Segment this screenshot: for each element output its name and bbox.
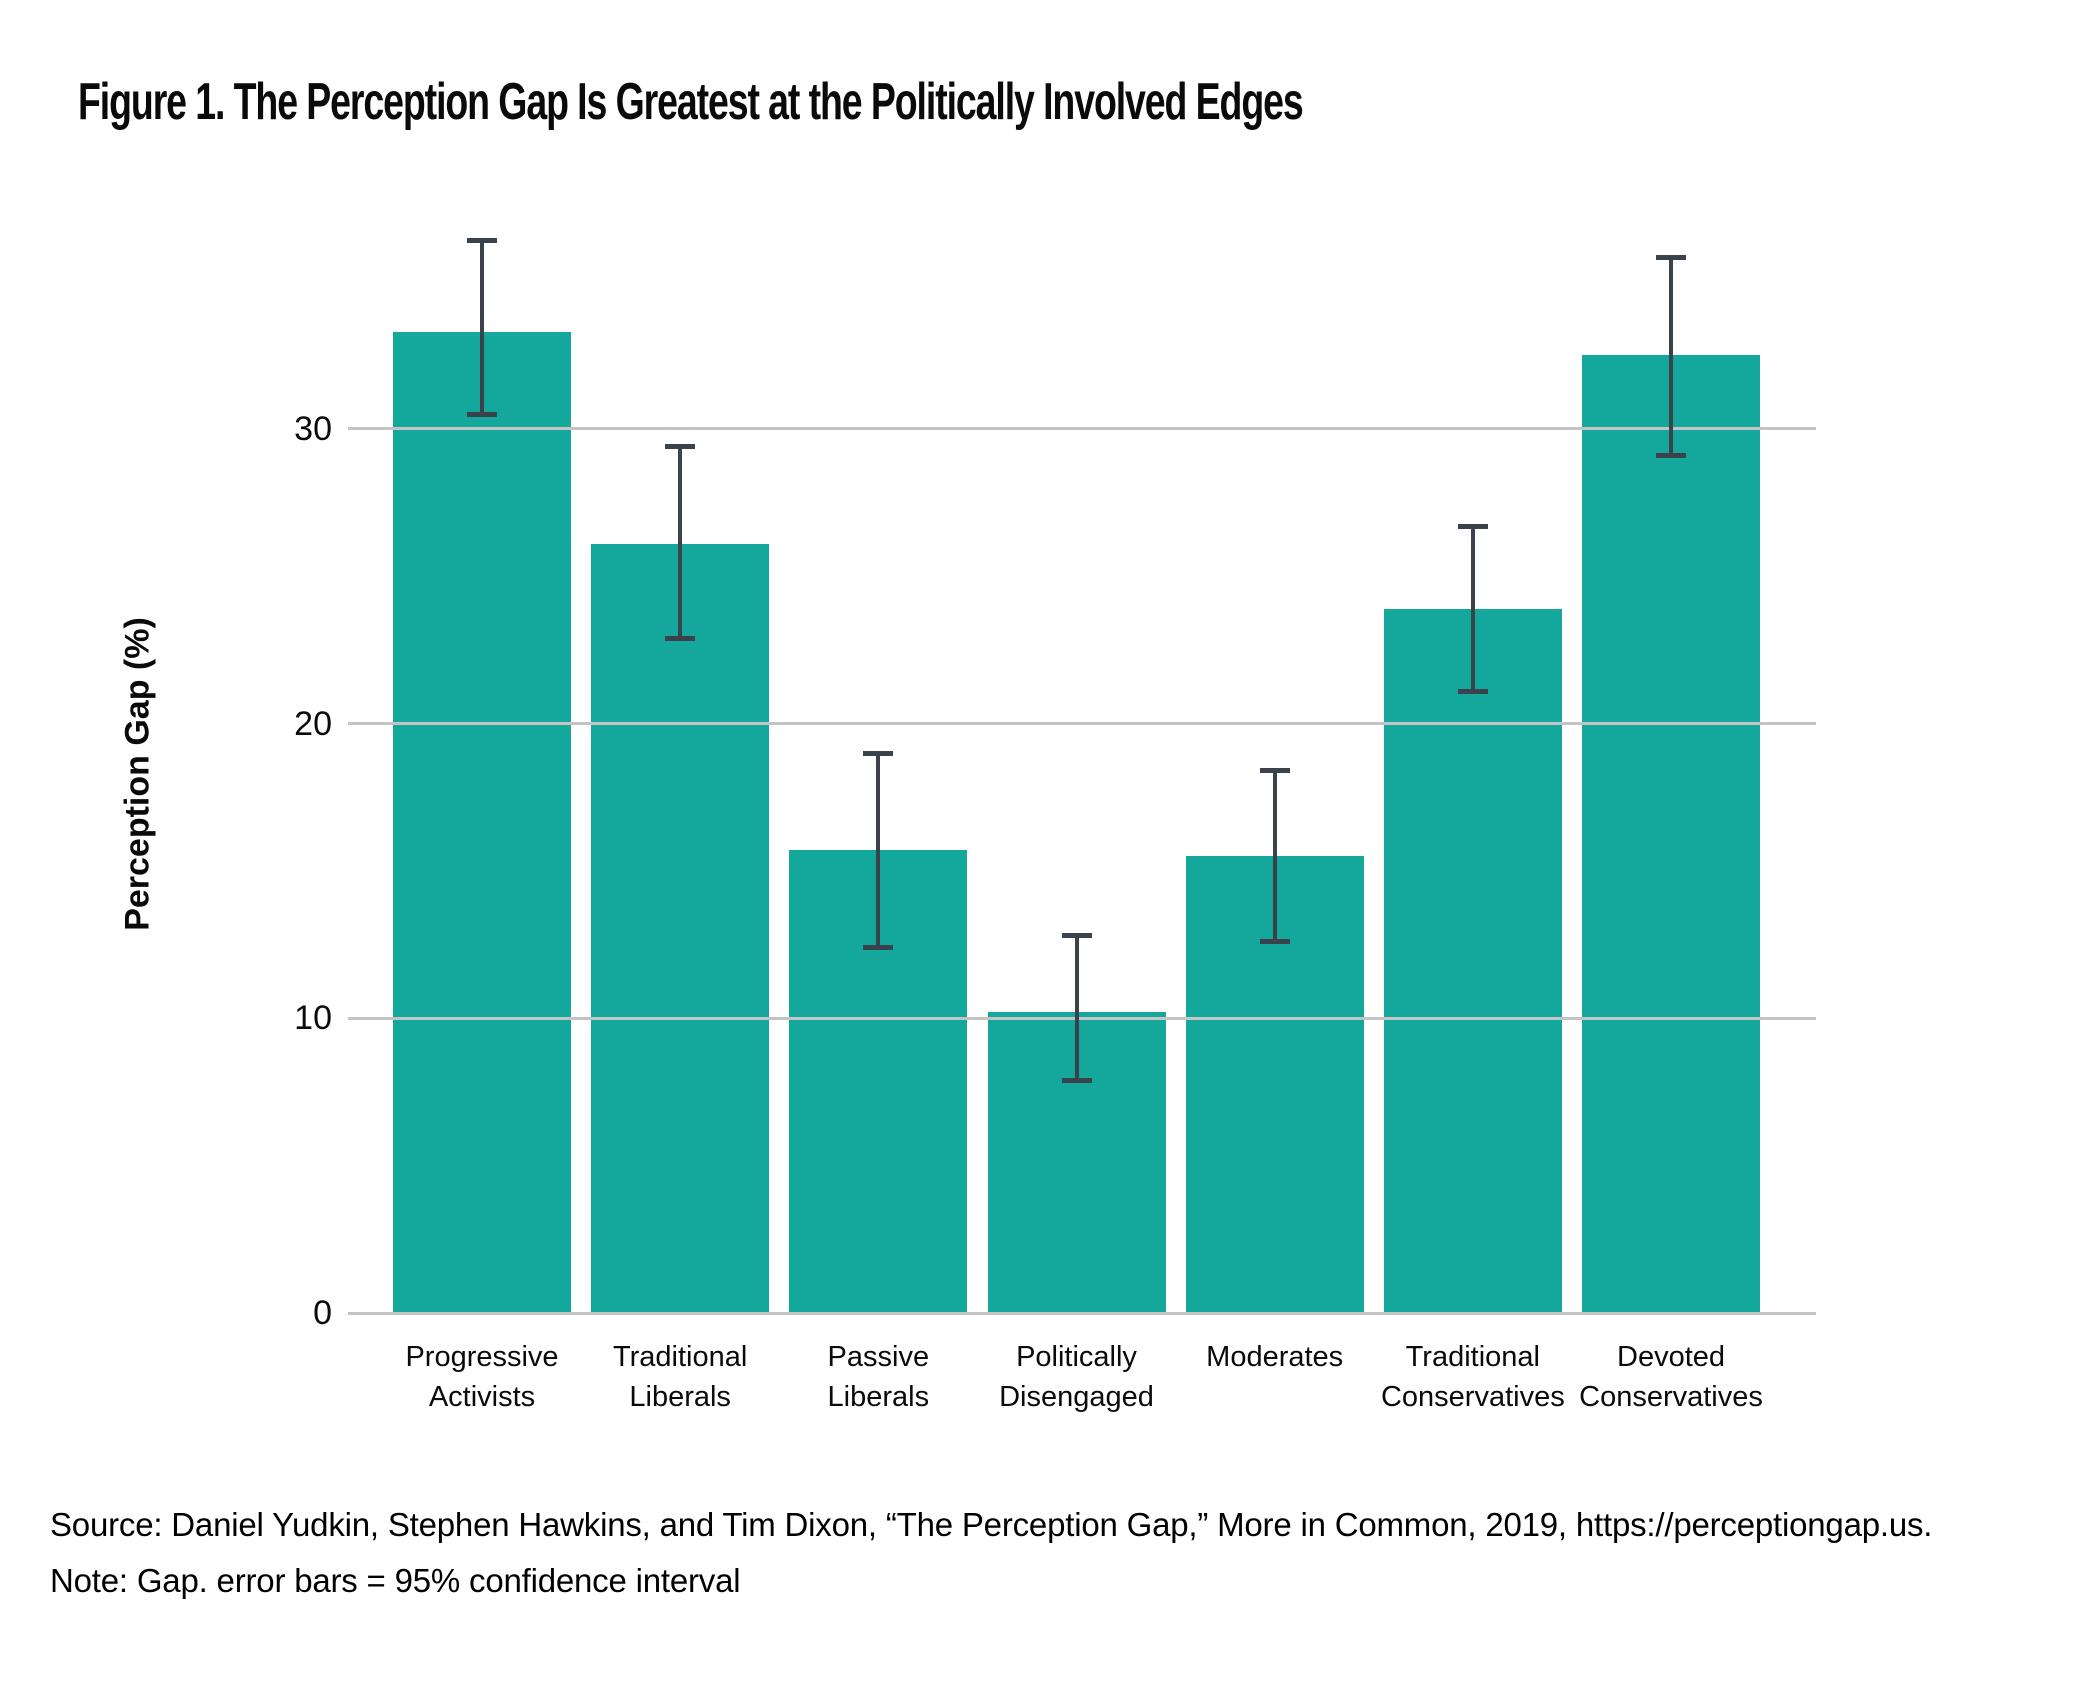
x-category-label: Passive Liberals — [827, 1341, 930, 1413]
bar — [591, 543, 770, 1313]
x-category-label: Moderates — [1206, 1341, 1344, 1373]
error-bar-bottom-cap — [863, 945, 894, 951]
error-bar-bottom-cap — [665, 635, 696, 641]
error-bar-top-cap — [863, 750, 894, 756]
bar — [393, 331, 571, 1313]
error-bar-top-cap — [1457, 523, 1488, 529]
error-bar-bottom-cap — [1656, 452, 1687, 458]
error-bar-line — [1470, 526, 1475, 692]
error-bar-top-cap — [1259, 768, 1290, 774]
x-category-label: Progressive Activists — [405, 1341, 559, 1413]
x-category-label: Devoted Conservatives — [1579, 1341, 1763, 1413]
bar — [1582, 355, 1761, 1313]
gridline — [348, 722, 1816, 726]
error-bar-top-cap — [665, 444, 696, 450]
error-bar-line — [480, 240, 484, 415]
error-bar-line — [1074, 935, 1079, 1081]
error-bar-bottom-cap — [1457, 688, 1488, 694]
error-bar-line — [876, 753, 881, 948]
error-bar-line — [678, 446, 683, 639]
x-category-label: Politically Disengaged — [999, 1341, 1154, 1413]
error-bar-top-cap — [467, 237, 497, 243]
bar — [1383, 608, 1562, 1313]
error-bar-line — [1669, 258, 1674, 456]
note-line: Note: Gap. error bars = 95% confidence i… — [50, 1562, 741, 1599]
y-tick-label: 10 — [294, 999, 332, 1038]
error-bar-bottom-cap — [1259, 939, 1290, 945]
source-line: Source: Daniel Yudkin, Stephen Hawkins, … — [50, 1506, 1933, 1543]
x-category-label: Traditional Liberals — [612, 1341, 748, 1413]
error-bar-top-cap — [1061, 933, 1092, 939]
y-tick-label: 30 — [294, 409, 332, 448]
y-tick-label: 0 — [313, 1294, 332, 1332]
gridline — [348, 1016, 1816, 1020]
error-bar-top-cap — [1656, 255, 1687, 261]
x-category-label: Traditional Conservatives — [1380, 1341, 1565, 1413]
error-bar-bottom-cap — [1061, 1077, 1092, 1083]
figure-title: Figure 1. The Perception Gap Is Greatest… — [78, 73, 1304, 131]
gridline — [348, 427, 1816, 431]
y-tick-label: 20 — [294, 704, 332, 743]
bar-chart-plot-area: 0 10 20 30 Progressive Activists Traditional … — [294, 150, 1816, 1413]
source-note-block: Source: Daniel Yudkin, Stephen Hawkins, … — [50, 1497, 1932, 1609]
y-axis-label: Perception Gap (%) — [118, 617, 157, 931]
error-bar-bottom-cap — [467, 411, 497, 417]
error-bar-line — [1272, 770, 1277, 942]
x-axis-baseline — [348, 1311, 1816, 1315]
